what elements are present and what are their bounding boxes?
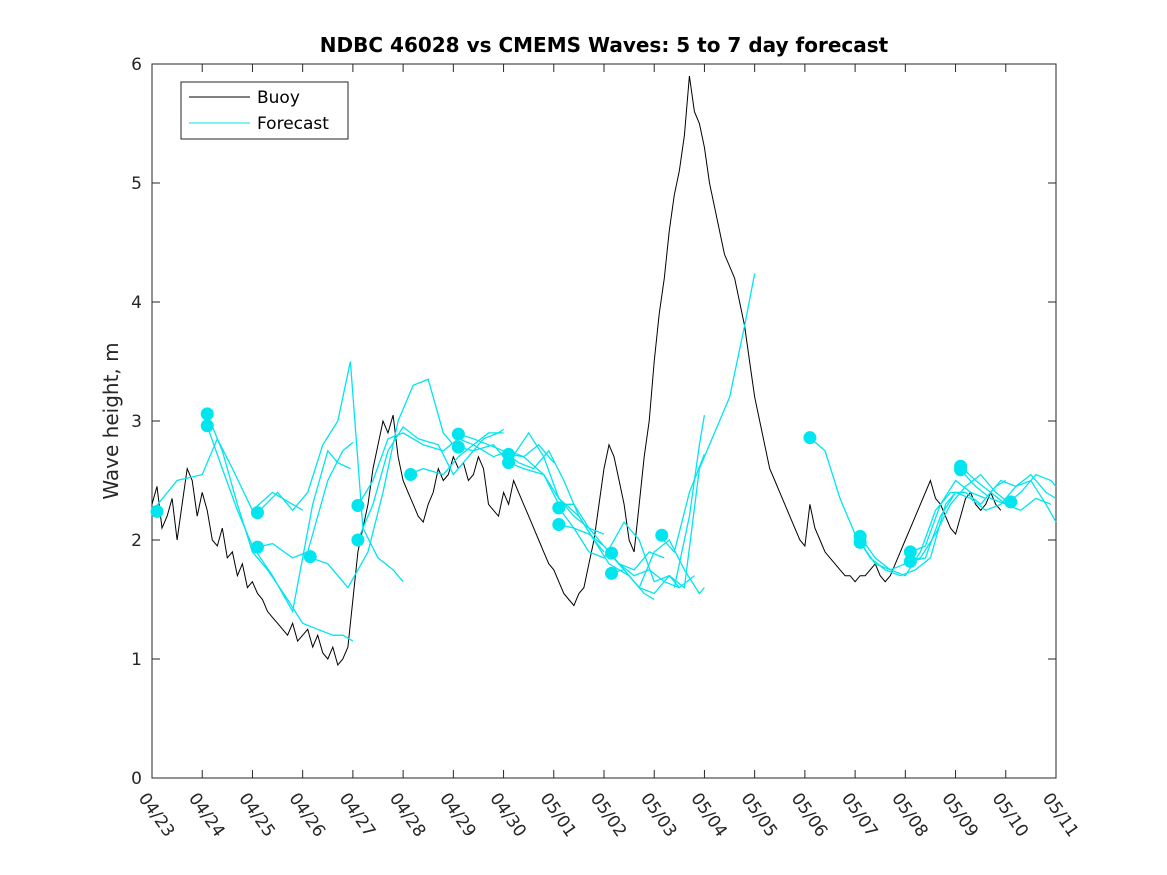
forecast-start-marker [451, 427, 465, 441]
legend-label-forecast: Forecast [257, 114, 329, 134]
x-tick-label: 04/28 [385, 789, 429, 841]
x-tick-label: 05/02 [586, 789, 630, 841]
forecast-line [673, 414, 706, 588]
forecast-line [307, 378, 454, 589]
legend: Buoy Forecast [180, 81, 349, 140]
forecast-start-marker [200, 419, 214, 433]
forecast-start-marker [200, 407, 214, 421]
forecast-start-marker [303, 550, 317, 564]
x-tick-label: 05/10 [988, 789, 1032, 841]
legend-label-buoy: Buoy [257, 88, 300, 108]
plot-area [151, 63, 1057, 779]
forecast-start-marker [954, 463, 968, 477]
buoy-line [151, 75, 1002, 667]
y-tick-label: 2 [131, 531, 142, 551]
forecast-line [558, 507, 695, 589]
legend-box [180, 81, 349, 140]
chart-title: NDBC 46028 vs CMEMS Waves: 5 to 7 day fo… [320, 33, 889, 57]
y-tick-label: 5 [131, 174, 142, 194]
x-tick-label: 04/23 [134, 789, 178, 841]
forecast-start-marker [903, 554, 917, 568]
forecast-start-marker [250, 540, 264, 554]
x-tick-label: 04/25 [234, 789, 278, 841]
y-tick-label: 0 [131, 769, 142, 789]
forecast-line [257, 361, 404, 583]
y-tick-label: 6 [131, 55, 142, 75]
forecast-line [357, 425, 504, 541]
forecast-start-marker [803, 431, 817, 445]
forecast-line [151, 437, 304, 512]
x-tick-label: 05/03 [636, 789, 680, 841]
forecast-start-marker [552, 518, 566, 532]
x-tick-label: 05/05 [737, 789, 781, 841]
buoy-series [151, 75, 1002, 667]
forecast-line [206, 425, 351, 614]
forecast-start-marker [250, 506, 264, 520]
forecast-line [608, 273, 756, 595]
x-tick-label: 04/26 [285, 789, 329, 841]
x-tick-label: 05/01 [536, 789, 580, 841]
forecast-start-marker [552, 501, 566, 515]
forecast-line [910, 479, 1057, 563]
y-axis: 0 1 2 3 4 5 6 [131, 55, 1056, 789]
x-tick-label: 05/11 [1038, 789, 1082, 841]
x-tick-label: 04/30 [485, 789, 529, 841]
forecast-line [458, 431, 605, 535]
x-tick-label: 05/07 [837, 789, 881, 841]
forecast-markers [150, 407, 1018, 580]
forecast-line [558, 520, 680, 589]
forecast-line [407, 443, 555, 476]
forecast-line [910, 473, 1057, 553]
forecast-start-marker [605, 546, 619, 560]
forecast-line [357, 432, 504, 506]
forecast-start-marker [351, 533, 365, 547]
forecast-start-marker [451, 440, 465, 454]
x-tick-label: 04/24 [184, 789, 228, 841]
forecast-line [658, 454, 706, 554]
y-tick-label: 1 [131, 650, 142, 670]
x-tick-label: 05/04 [686, 789, 730, 841]
x-tick-label: 05/06 [787, 789, 831, 841]
y-axis-label: Wave height, m [99, 342, 123, 499]
x-tick-label: 05/08 [887, 789, 931, 841]
forecast-start-marker [351, 498, 365, 512]
forecast-start-marker [655, 528, 669, 542]
y-tick-label: 3 [131, 412, 142, 432]
forecast-start-marker [605, 566, 619, 580]
forecast-line [508, 462, 665, 571]
forecast-start-marker [1004, 495, 1018, 509]
forecast-start-marker [404, 468, 418, 482]
x-tick-label: 04/29 [435, 789, 479, 841]
x-tick-label: 04/27 [335, 789, 379, 841]
y-tick-label: 4 [131, 293, 142, 313]
forecast-line [809, 437, 957, 577]
forecast-line [859, 473, 1012, 571]
x-tick-label: 05/09 [937, 789, 981, 841]
forecast-start-marker [502, 456, 516, 470]
forecast-start-marker [853, 535, 867, 549]
forecast-start-marker [903, 545, 917, 559]
forecast-line [206, 413, 354, 642]
forecast-start-marker [150, 504, 164, 518]
